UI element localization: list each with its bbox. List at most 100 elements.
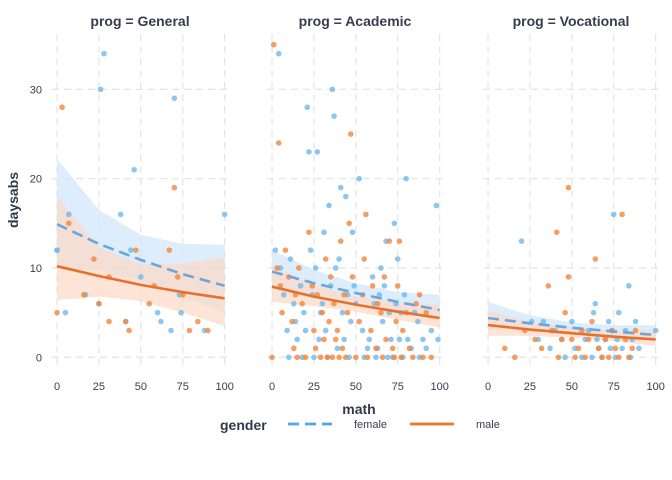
male-point xyxy=(373,345,379,352)
male-point xyxy=(410,354,416,361)
male-point xyxy=(336,354,342,361)
female-point xyxy=(336,256,342,262)
male-point xyxy=(545,283,552,289)
female-point xyxy=(341,336,347,343)
female-point xyxy=(364,345,371,352)
female-point xyxy=(314,149,321,155)
points xyxy=(54,50,228,334)
male-point xyxy=(205,327,211,334)
female-point xyxy=(592,300,599,307)
male-point xyxy=(279,309,285,316)
male-point xyxy=(291,345,297,352)
x-tick-label: 100 xyxy=(646,381,664,393)
male-point xyxy=(91,256,97,262)
male-point xyxy=(332,336,339,343)
female-point xyxy=(394,256,401,262)
female-point xyxy=(391,220,398,227)
female-point xyxy=(381,283,388,289)
male-point xyxy=(393,318,399,325)
female-point xyxy=(405,336,411,343)
male-point xyxy=(558,336,565,343)
male-point xyxy=(575,345,582,352)
female-point xyxy=(291,300,297,307)
male-point xyxy=(381,274,388,280)
female-point xyxy=(301,309,307,316)
male-point xyxy=(565,274,572,280)
male-point xyxy=(321,336,327,343)
male-point xyxy=(344,309,351,316)
facet-strip-label: prog = General xyxy=(90,13,189,29)
male-point xyxy=(339,345,346,352)
female-point xyxy=(311,354,317,361)
male-point xyxy=(133,247,139,253)
male-point xyxy=(54,309,60,316)
male-point xyxy=(331,300,337,307)
male-point xyxy=(626,354,632,361)
female-point xyxy=(607,345,614,352)
male-point xyxy=(565,184,572,191)
female-point xyxy=(154,309,161,316)
male-point xyxy=(399,327,406,334)
female-point xyxy=(401,291,408,298)
male-point xyxy=(299,300,306,307)
male-point xyxy=(595,345,602,352)
x-tick-label: 75 xyxy=(177,381,189,393)
female-point xyxy=(388,336,394,343)
facet-panel-0: prog = General 0 25 50 75 100 xyxy=(52,13,234,393)
male-point xyxy=(302,354,309,361)
female-point xyxy=(168,327,174,334)
male-point xyxy=(324,354,331,361)
female-point xyxy=(331,113,337,119)
male-point xyxy=(171,184,178,191)
x-tick-label: 0 xyxy=(485,381,491,393)
male-point xyxy=(270,41,277,48)
male-point xyxy=(379,354,386,361)
female-point xyxy=(610,211,617,218)
male-point xyxy=(195,318,201,325)
y-tick-label: 20 xyxy=(30,174,42,186)
female-point xyxy=(562,354,568,361)
male-legend-label: male xyxy=(476,419,500,431)
female-point xyxy=(302,327,309,334)
male-point xyxy=(398,354,404,361)
female-point xyxy=(615,309,622,316)
legend: gender female male xyxy=(220,417,500,433)
male-point xyxy=(59,104,65,111)
male-point xyxy=(374,300,381,307)
points xyxy=(269,41,441,361)
male-point xyxy=(555,354,562,361)
male-point xyxy=(389,345,396,352)
female-point xyxy=(420,336,426,343)
female-point xyxy=(396,336,403,343)
female-point xyxy=(62,309,69,316)
female-point xyxy=(332,265,339,271)
male-point xyxy=(317,354,324,361)
male-point xyxy=(363,211,369,218)
points xyxy=(501,184,659,361)
female-point xyxy=(287,256,294,262)
female-point xyxy=(356,175,362,182)
female-point xyxy=(297,283,304,289)
male-point xyxy=(428,354,435,361)
male-point xyxy=(532,336,538,343)
male-point xyxy=(612,345,619,352)
female-point xyxy=(117,211,124,218)
x-tick-label: 75 xyxy=(608,381,620,393)
female-point xyxy=(334,345,341,352)
male-point xyxy=(356,318,362,325)
female-point xyxy=(306,149,312,155)
male-point xyxy=(406,345,413,352)
male-point xyxy=(106,318,112,325)
x-tick-label: 100 xyxy=(215,381,233,393)
female-point xyxy=(569,318,575,325)
male-point xyxy=(592,256,599,262)
male-point xyxy=(334,327,341,334)
female-point xyxy=(547,345,553,352)
facet-panel-1: prog = Academic 0 25 50 75 100 xyxy=(267,13,449,393)
x-tick-label: 75 xyxy=(392,381,404,393)
male-trend-line xyxy=(487,323,656,341)
male-point xyxy=(306,229,312,236)
y-tick-label: 0 xyxy=(36,352,42,364)
x-tick-label: 25 xyxy=(93,381,105,393)
